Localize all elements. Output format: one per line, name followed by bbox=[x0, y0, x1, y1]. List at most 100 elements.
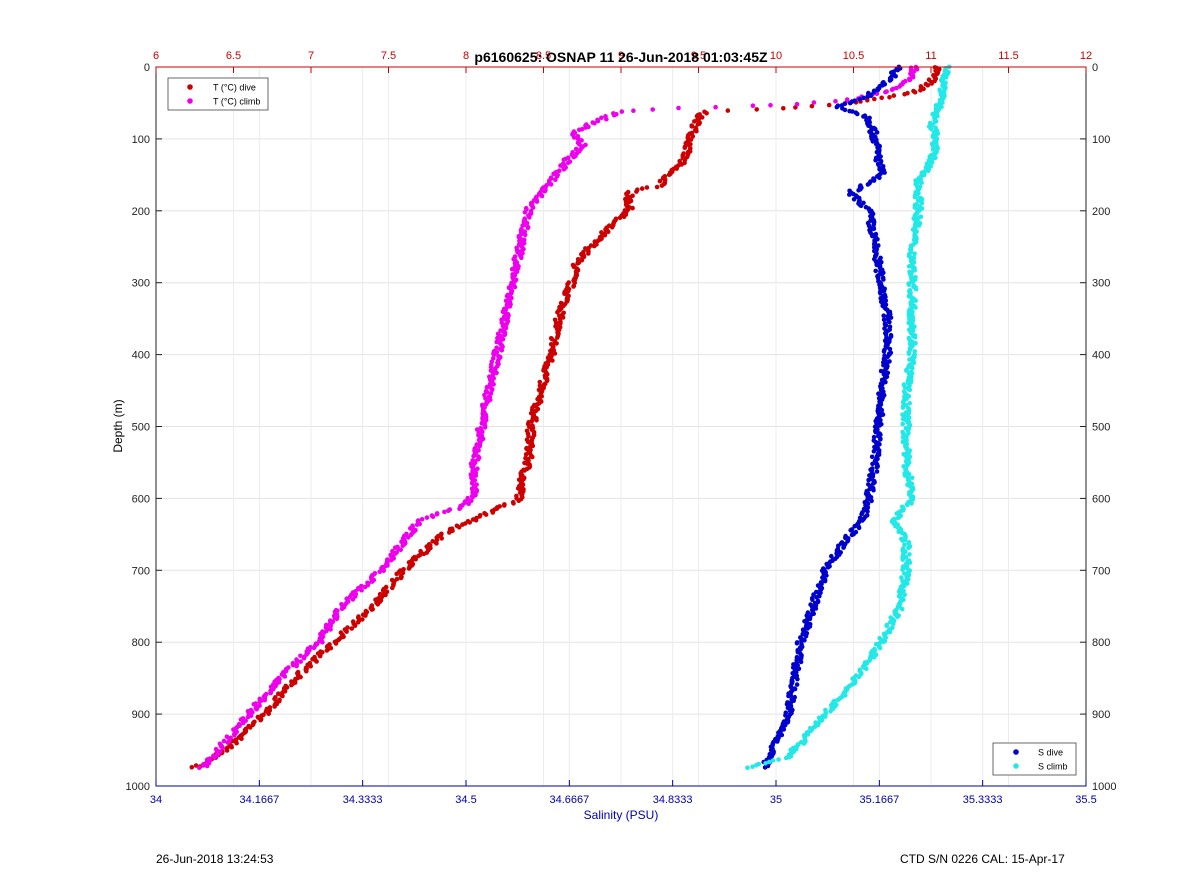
data-point bbox=[899, 606, 905, 612]
data-point bbox=[871, 89, 877, 95]
data-point bbox=[871, 434, 877, 440]
data-point bbox=[314, 659, 319, 664]
data-point bbox=[864, 666, 869, 671]
data-point bbox=[825, 565, 831, 570]
data-point bbox=[239, 736, 244, 742]
x-bottom-tick-label: 34.5 bbox=[455, 794, 476, 806]
data-point bbox=[434, 541, 439, 546]
data-point bbox=[856, 188, 861, 193]
x-top-tick-label: 10 bbox=[770, 50, 782, 62]
data-point bbox=[878, 437, 883, 442]
data-point bbox=[689, 124, 695, 129]
data-point bbox=[877, 167, 882, 172]
data-point bbox=[522, 210, 528, 215]
data-point bbox=[502, 332, 508, 338]
data-point bbox=[369, 579, 375, 584]
data-point bbox=[321, 630, 327, 635]
data-point bbox=[470, 494, 476, 500]
data-point bbox=[803, 634, 809, 639]
data-point bbox=[925, 83, 931, 88]
data-point bbox=[554, 341, 559, 346]
data-point bbox=[212, 755, 217, 760]
y-tick-label-right: 1000 bbox=[1092, 781, 1116, 793]
data-point bbox=[750, 764, 755, 769]
data-point bbox=[349, 626, 355, 631]
axes: 0 0 100 100 200 200 300 300 400 400 500 500 600 600 70… bbox=[126, 50, 1117, 806]
data-point bbox=[695, 122, 701, 127]
data-point bbox=[881, 313, 886, 319]
data-point bbox=[534, 199, 540, 204]
data-point bbox=[810, 597, 815, 602]
data-point bbox=[611, 112, 617, 118]
data-point bbox=[495, 335, 500, 341]
data-point bbox=[865, 509, 870, 514]
legend-label-t-dive: T (°C) dive bbox=[213, 83, 256, 93]
data-point bbox=[682, 145, 688, 150]
data-point bbox=[725, 108, 731, 113]
data-point bbox=[906, 415, 912, 421]
data-point bbox=[834, 104, 840, 110]
y-tick-label-right: 0 bbox=[1092, 62, 1098, 74]
data-point bbox=[750, 103, 756, 108]
data-point bbox=[406, 535, 411, 540]
data-point bbox=[586, 251, 591, 256]
data-point bbox=[745, 765, 750, 770]
data-point bbox=[865, 182, 871, 187]
data-point bbox=[779, 732, 785, 738]
data-point bbox=[447, 530, 452, 535]
data-point bbox=[902, 91, 907, 97]
data-point bbox=[909, 501, 914, 506]
data-point bbox=[471, 453, 476, 459]
data-point bbox=[874, 469, 880, 474]
data-point bbox=[555, 335, 560, 340]
data-point bbox=[509, 266, 515, 272]
data-point bbox=[469, 498, 474, 504]
data-point bbox=[323, 625, 329, 630]
data-point bbox=[776, 757, 781, 762]
data-point bbox=[841, 545, 846, 550]
data-point bbox=[552, 351, 558, 356]
data-point bbox=[561, 157, 567, 163]
data-point bbox=[895, 515, 901, 521]
data-point bbox=[579, 258, 585, 263]
data-point bbox=[418, 548, 423, 554]
x-top-tick-label: 9.5 bbox=[691, 50, 706, 62]
y-tick-label-right: 800 bbox=[1092, 637, 1110, 649]
data-point bbox=[565, 160, 571, 166]
data-point bbox=[457, 506, 462, 512]
data-point bbox=[251, 702, 257, 707]
data-point bbox=[456, 525, 462, 530]
data-point bbox=[617, 215, 623, 221]
data-point bbox=[857, 96, 862, 102]
data-point bbox=[868, 124, 873, 129]
data-point bbox=[484, 384, 490, 390]
data-point bbox=[257, 699, 262, 704]
data-point bbox=[833, 99, 838, 104]
data-point bbox=[654, 184, 660, 190]
data-point bbox=[363, 613, 368, 618]
data-point bbox=[871, 178, 877, 183]
data-point bbox=[298, 659, 304, 664]
data-point bbox=[781, 106, 786, 111]
data-point bbox=[548, 182, 554, 187]
data-point bbox=[873, 268, 878, 274]
data-point bbox=[604, 116, 609, 122]
data-point bbox=[878, 291, 883, 296]
data-point bbox=[320, 639, 325, 645]
data-point bbox=[530, 205, 536, 210]
data-point bbox=[328, 627, 333, 632]
data-point bbox=[488, 364, 494, 370]
x-bottom-tick-label: 35.5 bbox=[1075, 794, 1096, 806]
data-point bbox=[909, 475, 915, 481]
y-tick-label-right: 500 bbox=[1092, 422, 1110, 434]
data-point bbox=[811, 100, 817, 105]
data-point bbox=[577, 127, 582, 133]
data-point bbox=[814, 595, 819, 600]
data-point bbox=[907, 387, 913, 393]
data-point bbox=[768, 103, 773, 108]
x-axis-label-bottom: Salinity (PSU) bbox=[584, 808, 659, 822]
data-point bbox=[891, 93, 897, 98]
data-point bbox=[516, 498, 522, 504]
x-bottom-tick-label: 34.8333 bbox=[653, 794, 693, 806]
x-bottom-tick-label: 35 bbox=[770, 794, 782, 806]
